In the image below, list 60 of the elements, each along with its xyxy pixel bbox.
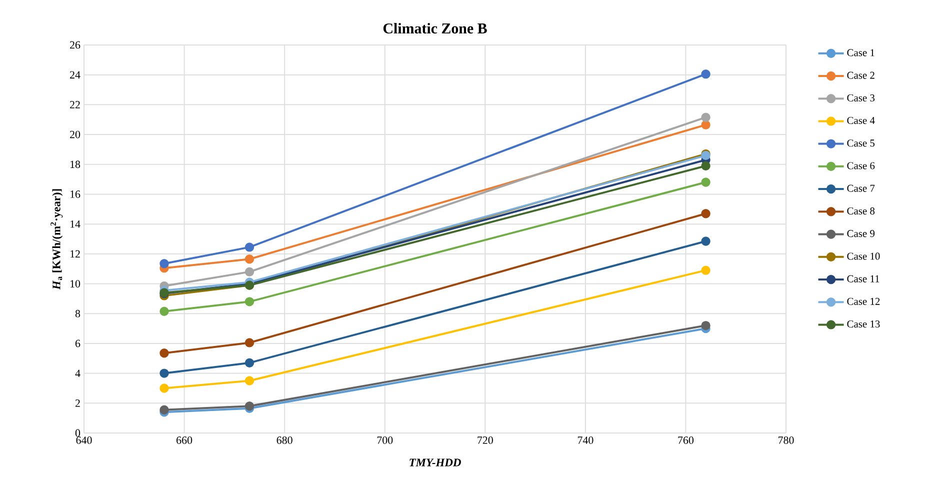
point	[701, 209, 710, 218]
point	[160, 384, 169, 393]
y-tick-label: 26	[70, 41, 80, 49]
point	[701, 320, 710, 330]
point	[244, 297, 254, 306]
point	[244, 242, 254, 252]
legend-label: Case 5	[847, 140, 875, 147]
y-tick-label: 6	[75, 340, 80, 348]
x-axis-title: TMY-HDD	[410, 458, 461, 466]
point	[160, 259, 169, 268]
point	[160, 368, 169, 378]
legend-label: Case 1	[847, 49, 874, 56]
y-tick-label: 16	[70, 190, 80, 198]
point	[701, 236, 710, 246]
x-tick-label: 780	[778, 436, 794, 444]
point	[244, 267, 254, 276]
legend-label: Case 4	[847, 116, 875, 124]
x-tick-label: 720	[478, 436, 493, 444]
legend-label: Case 12	[847, 298, 880, 305]
legend-label: Case 11	[847, 275, 880, 282]
y-tick-label: 2	[75, 400, 80, 407]
y-tick-label: 4	[75, 370, 80, 377]
y-tick-label: 18	[70, 160, 80, 168]
y-tick-label: 20	[70, 130, 80, 138]
point	[701, 178, 710, 187]
legend-label: Case 3	[847, 94, 875, 102]
legend-label: Case 6	[847, 162, 875, 170]
y-tick-label: 8	[75, 310, 80, 318]
y-tick-label: 0	[75, 429, 80, 437]
x-tick-label: 640	[76, 436, 92, 444]
legend-label: Case 13	[847, 320, 880, 328]
y-axis-title: H$_{a}$ [KWh/(m$^{2}$·year)]	[50, 189, 63, 290]
point	[701, 161, 710, 170]
x-tick-label: 740	[578, 436, 594, 444]
point	[244, 376, 254, 386]
y-tick-label: 12	[70, 250, 80, 258]
point	[244, 254, 254, 264]
point	[160, 348, 169, 358]
y-tick-label: 22	[70, 101, 80, 108]
point	[701, 120, 710, 130]
point	[701, 266, 710, 275]
x-tick-label: 660	[176, 436, 192, 444]
legend-label: Case 8	[847, 207, 875, 214]
legend-label: Case 7	[847, 184, 875, 192]
legend-label: Case 9	[847, 230, 875, 238]
x-tick-label: 760	[678, 436, 694, 444]
y-tick-label: 24	[70, 71, 80, 78]
legend-label: Case 2	[847, 72, 874, 79]
point	[244, 358, 254, 368]
legend-label: Case 10	[847, 252, 880, 260]
x-tick-label: 680	[276, 436, 292, 444]
chart-title: Climatic Zone B	[383, 22, 487, 34]
y-tick-label: 14	[70, 220, 80, 228]
point	[160, 306, 169, 316]
x-tick-label: 700	[377, 436, 393, 444]
point	[701, 112, 710, 122]
point	[160, 405, 169, 414]
y-tick-label: 10	[70, 280, 80, 288]
point	[244, 338, 254, 348]
point	[701, 69, 710, 79]
